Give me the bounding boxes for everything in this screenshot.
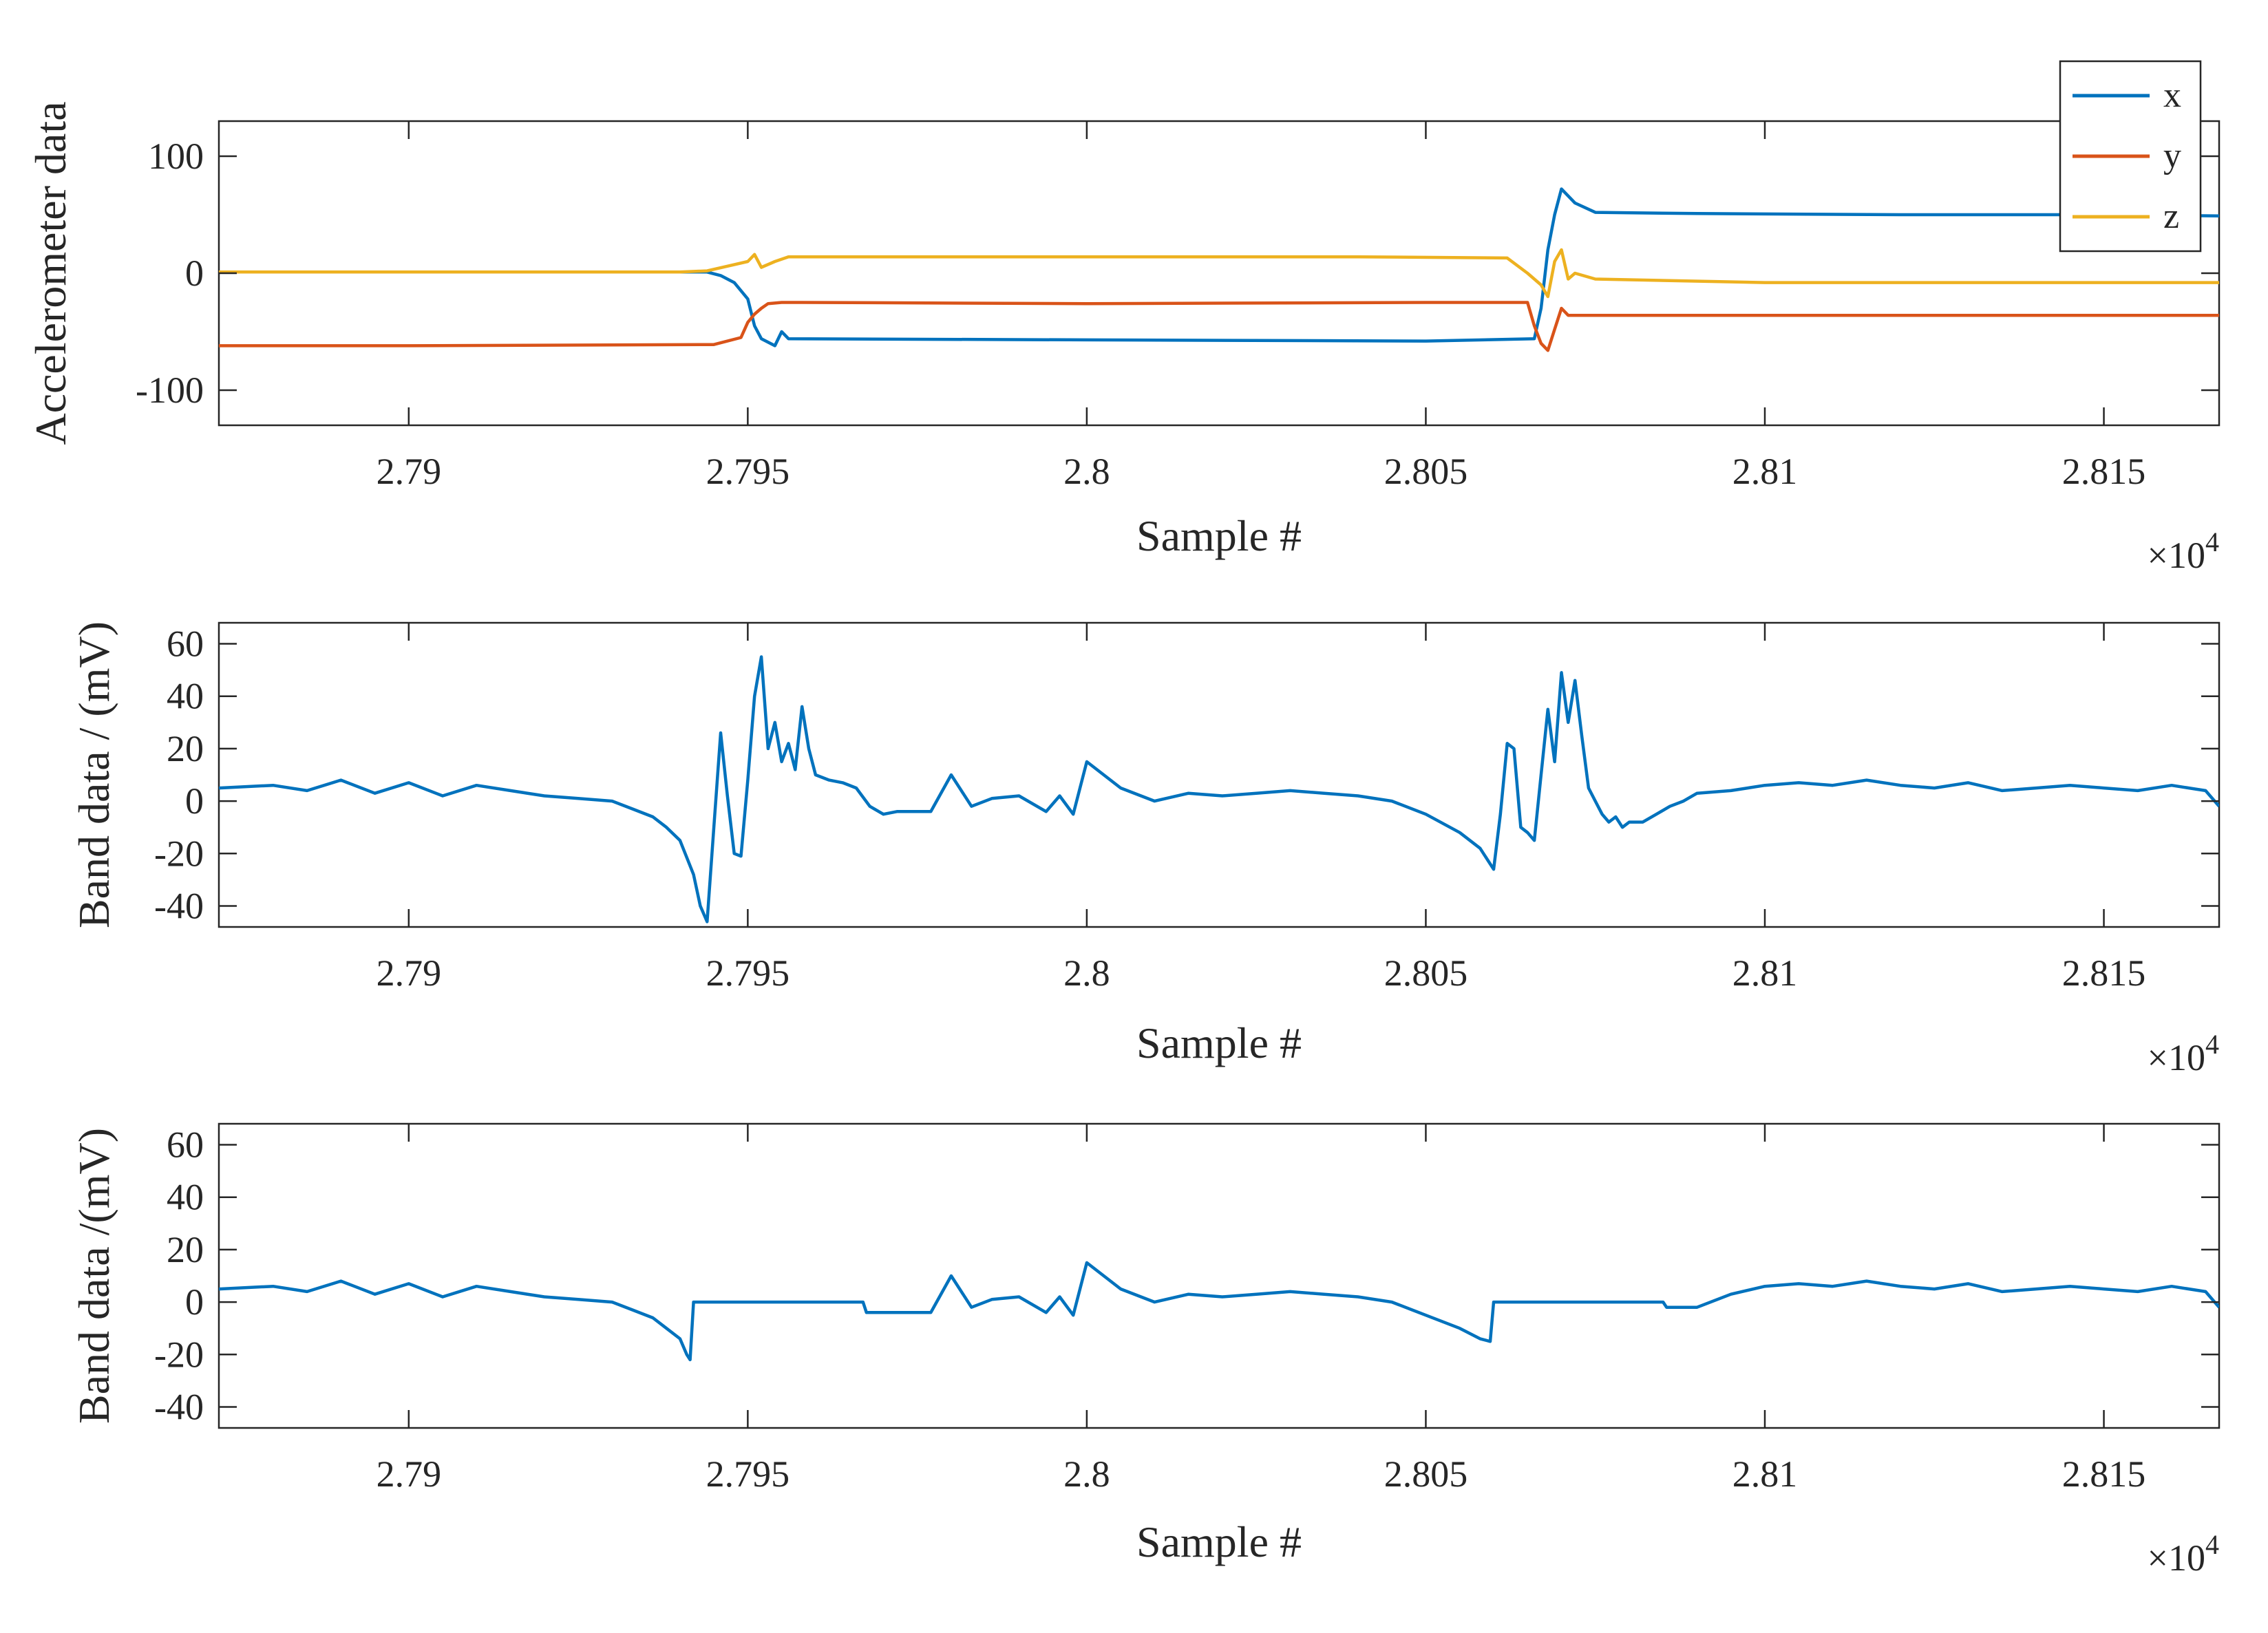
y-axis-label: Band data / (mV)	[70, 621, 118, 928]
y-tick-label: 20	[167, 728, 204, 769]
x-tick-label: 2.805	[1384, 952, 1468, 994]
plot-area	[218, 621, 2221, 928]
x-tick-label: 2.805	[1384, 451, 1468, 492]
y-tick-label: 0	[185, 253, 204, 294]
x-tick-label: 2.8	[1063, 451, 1110, 492]
series-line-y	[219, 301, 2219, 352]
y-tick-label: 100	[148, 136, 204, 177]
plot-area	[218, 1122, 2221, 1429]
x-tick-label: 2.81	[1732, 451, 1798, 492]
x-tick-label: 2.815	[2062, 952, 2146, 994]
x-tick-label: 2.8	[1063, 1453, 1110, 1495]
y-tick-label: -40	[154, 886, 204, 927]
x-tick-label: 2.795	[706, 952, 790, 994]
x-tick-label: 2.815	[2062, 451, 2146, 492]
x-tick-label: 2.795	[706, 1453, 790, 1495]
y-tick-label: 40	[167, 1177, 204, 1218]
y-tick-label: -100	[136, 370, 204, 411]
series-line-band	[219, 655, 2219, 924]
x-tick-label: 2.79	[377, 952, 442, 994]
y-tick-label: 0	[185, 780, 204, 822]
series-line-x	[219, 187, 2219, 348]
legend-label-y: y	[2163, 136, 2181, 175]
series-line-z	[219, 248, 2219, 299]
x-tick-label: 2.81	[1732, 952, 1798, 994]
y-tick-label: 40	[167, 676, 204, 717]
chart-1: 2.79 2.795 2.8 2.805 2.81 2.815 100 0 -100 Sample…	[26, 60, 2221, 576]
y-tick-label: 20	[167, 1229, 204, 1270]
y-tick-label: -40	[154, 1387, 204, 1428]
x-tick-label: 2.81	[1732, 1453, 1798, 1495]
x-tick-label: 2.795	[706, 451, 790, 492]
chart-2: 2.79 2.795 2.8 2.805 2.81 2.815 60 40 20 0 -20 -40 S…	[70, 621, 2221, 1078]
y-axis-label: Accelerometer data	[26, 101, 75, 445]
x-axis-label: Sample #	[1136, 511, 1302, 560]
legend-label-x: x	[2163, 76, 2181, 115]
x-axis-label: Sample #	[1136, 1517, 1302, 1566]
x-tick-label: 2.79	[377, 1453, 442, 1495]
chart-3: 2.79 2.795 2.8 2.805 2.81 2.815 60 40 20 0 -20 -40 S…	[70, 1122, 2221, 1579]
legend-label-z: z	[2163, 197, 2179, 236]
x-tick-label: 2.79	[377, 451, 442, 492]
x-multiplier-label: ×104	[2148, 1029, 2219, 1078]
legend: xyz	[2059, 60, 2202, 253]
series-line-band	[219, 1261, 2219, 1362]
x-axis-label: Sample #	[1136, 1018, 1302, 1067]
y-tick-label: -20	[154, 833, 204, 874]
y-tick-label: 60	[167, 1124, 204, 1165]
x-tick-label: 2.805	[1384, 1453, 1468, 1495]
y-axis-label: Band data /(mV)	[70, 1128, 118, 1424]
x-multiplier-label: ×104	[2148, 526, 2219, 576]
x-tick-label: 2.8	[1063, 952, 1110, 994]
y-tick-label: 60	[167, 623, 204, 664]
x-multiplier-label: ×104	[2148, 1529, 2219, 1579]
y-tick-label: 0	[185, 1281, 204, 1323]
x-tick-label: 2.815	[2062, 1453, 2146, 1495]
y-tick-label: -20	[154, 1334, 204, 1375]
